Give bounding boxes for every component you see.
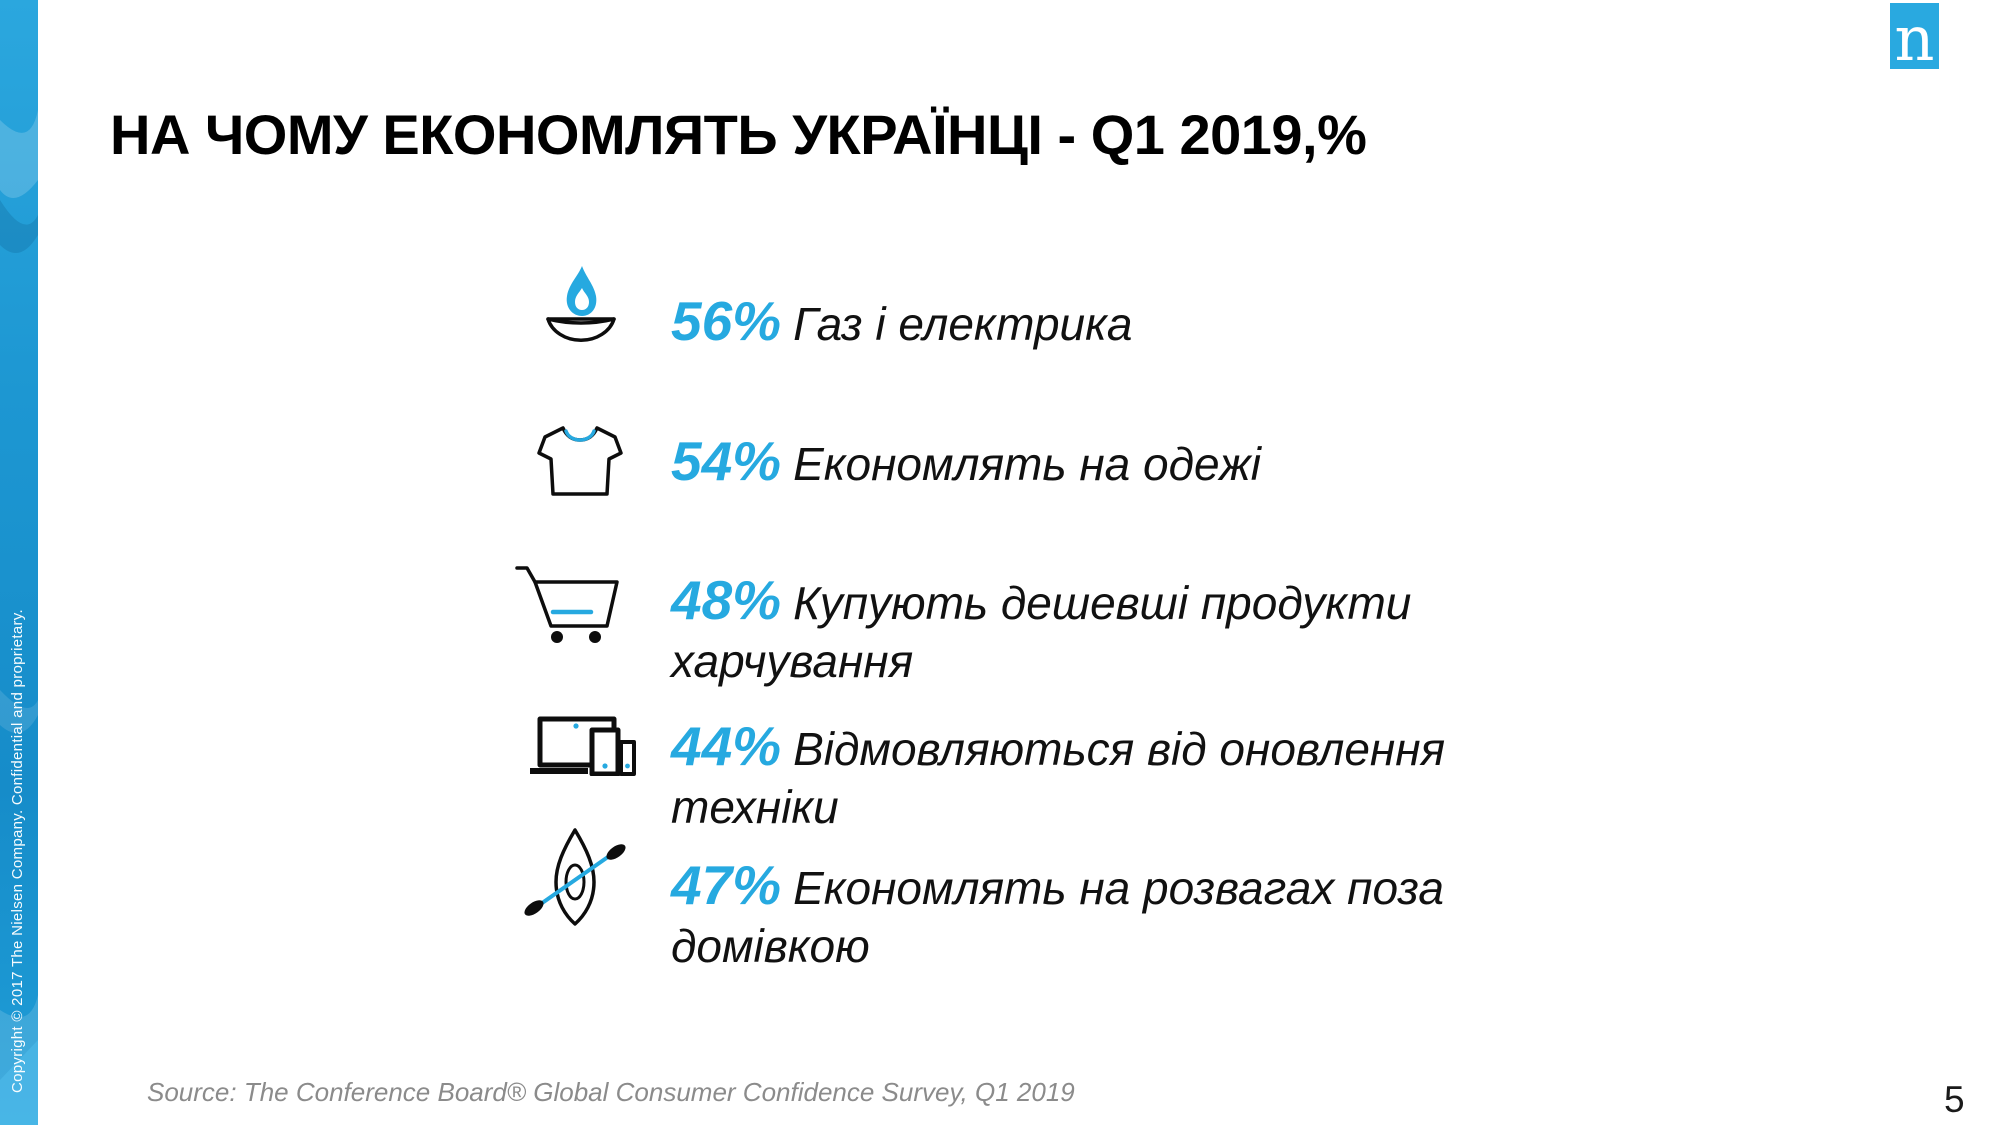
devices-icon <box>530 716 636 776</box>
stat-value: 44% <box>671 715 782 777</box>
stat-value: 48% <box>671 569 782 631</box>
gas-flame-icon <box>546 266 616 342</box>
nielsen-logo-letter: n <box>1894 1 1935 75</box>
stat-value: 47% <box>671 854 782 916</box>
stat-label: Газ і електрика <box>793 298 1133 350</box>
stat-value: 54% <box>671 430 782 492</box>
stat-label: Економлять на розвагах поза домівкою <box>671 862 1444 972</box>
copyright-vertical-text: Copyright © 2017 The Nielsen Company. Co… <box>9 609 26 1093</box>
nielsen-logo: n <box>1890 3 1939 69</box>
page-title: НА ЧОМУ ЕКОНОМЛЯТЬ УКРАЇНЦІ - Q1 2019,% <box>110 103 1367 166</box>
shopping-cart-icon <box>515 566 619 643</box>
stat-label: Економлять на одежі <box>793 438 1261 490</box>
stat-label: Відмовляються від оновлення техніки <box>671 723 1446 833</box>
strip-wave-art <box>0 0 38 1125</box>
stat-value: 56% <box>671 290 782 352</box>
stat-label: Купують дешевші продукти харчування <box>671 577 1412 687</box>
source-citation: Source: The Conference Board® Global Con… <box>147 1077 1075 1107</box>
left-accent-strip: Copyright © 2017 The Nielsen Company. Co… <box>0 0 38 1125</box>
page-number: 5 <box>1944 1079 1965 1120</box>
tshirt-icon <box>537 426 623 496</box>
kayak-icon <box>524 828 626 926</box>
